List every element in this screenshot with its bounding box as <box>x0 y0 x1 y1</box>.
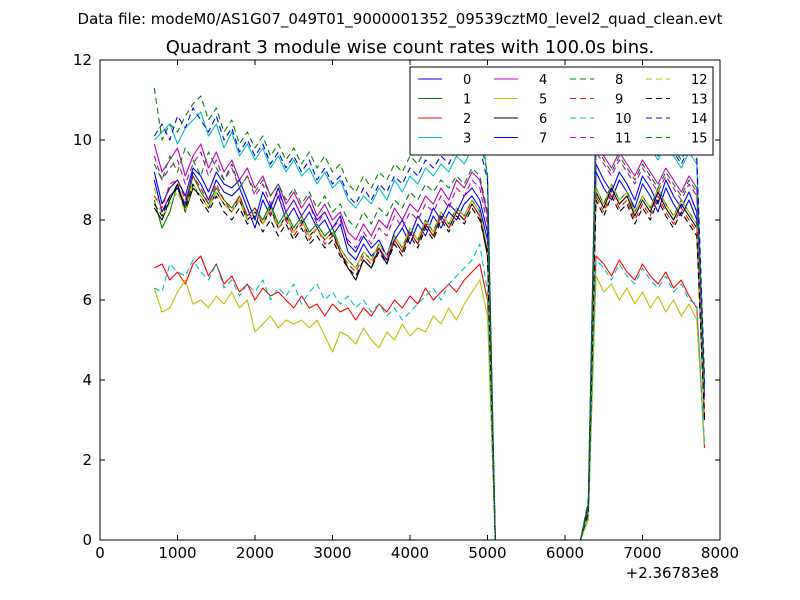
chart-title: Quadrant 3 module wise count rates with … <box>166 37 655 58</box>
legend-label-10: 10 <box>615 112 632 127</box>
x-axis: 0 1000 2000 3000 4000 5000 6000 7000 8000 <box>95 60 739 562</box>
y-tick-label: 12 <box>73 51 92 69</box>
legend-label-0: 0 <box>463 73 471 88</box>
series-line-13 <box>153 183 706 541</box>
series-line-4 <box>153 143 706 541</box>
legend-label-12: 12 <box>691 73 708 88</box>
x-tick-label: 8000 <box>701 544 739 562</box>
series-line-12 <box>153 183 706 541</box>
x-tick-label: 2000 <box>236 544 274 562</box>
legend-label-3: 3 <box>463 132 471 147</box>
legend-label-7: 7 <box>539 132 547 147</box>
x-tick-label: 5000 <box>468 544 506 562</box>
legend-label-15: 15 <box>691 132 708 147</box>
chart-suptitle: Data file: modeM0/AS1G07_049T01_90000013… <box>78 10 723 29</box>
legend-frame <box>409 66 714 156</box>
series-line-5 <box>153 275 706 541</box>
y-tick-label: 6 <box>82 291 92 309</box>
legend-label-1: 1 <box>463 93 471 108</box>
legend-label-13: 13 <box>691 93 708 108</box>
series-layer <box>153 87 706 541</box>
x-tick-label: 7000 <box>623 544 661 562</box>
y-tick-label: 4 <box>82 371 92 389</box>
legend-label-14: 14 <box>691 112 708 127</box>
x-tick-label: 6000 <box>546 544 584 562</box>
y-tick-label: 0 <box>82 531 92 549</box>
series-line-9 <box>153 175 706 541</box>
x-tick-label: 0 <box>95 544 105 562</box>
legend-label-2: 2 <box>463 112 471 127</box>
legend-label-5: 5 <box>539 93 547 108</box>
legend-label-6: 6 <box>539 112 547 127</box>
series-line-15 <box>153 143 706 541</box>
legend-label-11: 11 <box>615 132 632 147</box>
x-tick-label: 4000 <box>391 544 429 562</box>
y-tick-label: 2 <box>82 451 92 469</box>
series-line-7 <box>153 163 706 541</box>
y-tick-label: 8 <box>82 211 92 229</box>
x-tick-label: 3000 <box>313 544 351 562</box>
legend-label-9: 9 <box>615 93 623 108</box>
x-axis-offset-label: +2.36783e8 <box>626 564 719 582</box>
y-tick-label: 10 <box>73 131 92 149</box>
series-line-10 <box>154 243 706 541</box>
legend-label-8: 8 <box>615 73 623 88</box>
legend-label-4: 4 <box>539 73 547 88</box>
x-tick-label: 1000 <box>158 544 196 562</box>
